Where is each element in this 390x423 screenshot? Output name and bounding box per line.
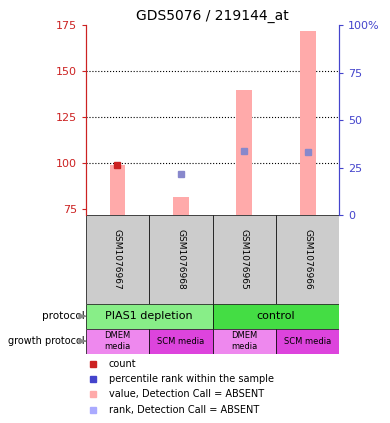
- Text: control: control: [257, 311, 295, 321]
- Text: rank, Detection Call = ABSENT: rank, Detection Call = ABSENT: [108, 405, 259, 415]
- Bar: [149, 215, 213, 304]
- Text: protocol: protocol: [42, 311, 85, 321]
- Text: percentile rank within the sample: percentile rank within the sample: [108, 374, 274, 384]
- Bar: [86, 329, 149, 354]
- Text: DMEM
media: DMEM media: [105, 332, 131, 351]
- Bar: [213, 215, 276, 304]
- Text: DMEM
media: DMEM media: [231, 332, 257, 351]
- Text: SCM media: SCM media: [157, 337, 204, 346]
- Text: SCM media: SCM media: [284, 337, 331, 346]
- Bar: [173, 197, 189, 215]
- Bar: [276, 329, 339, 354]
- Bar: [86, 304, 213, 329]
- Text: value, Detection Call = ABSENT: value, Detection Call = ABSENT: [108, 389, 264, 399]
- Text: growth protocol: growth protocol: [8, 336, 85, 346]
- Bar: [86, 215, 149, 304]
- Bar: [276, 215, 339, 304]
- Text: GSM1076968: GSM1076968: [176, 229, 185, 290]
- Bar: [110, 165, 126, 215]
- Text: GSM1076965: GSM1076965: [240, 229, 249, 290]
- Text: count: count: [108, 359, 136, 369]
- Bar: [213, 304, 339, 329]
- Text: PIAS1 depletion: PIAS1 depletion: [105, 311, 193, 321]
- Bar: [149, 329, 213, 354]
- Bar: [300, 31, 316, 215]
- Bar: [236, 90, 252, 215]
- Title: GDS5076 / 219144_at: GDS5076 / 219144_at: [136, 9, 289, 23]
- Text: GSM1076967: GSM1076967: [113, 229, 122, 290]
- Text: GSM1076966: GSM1076966: [303, 229, 312, 290]
- Bar: [213, 329, 276, 354]
